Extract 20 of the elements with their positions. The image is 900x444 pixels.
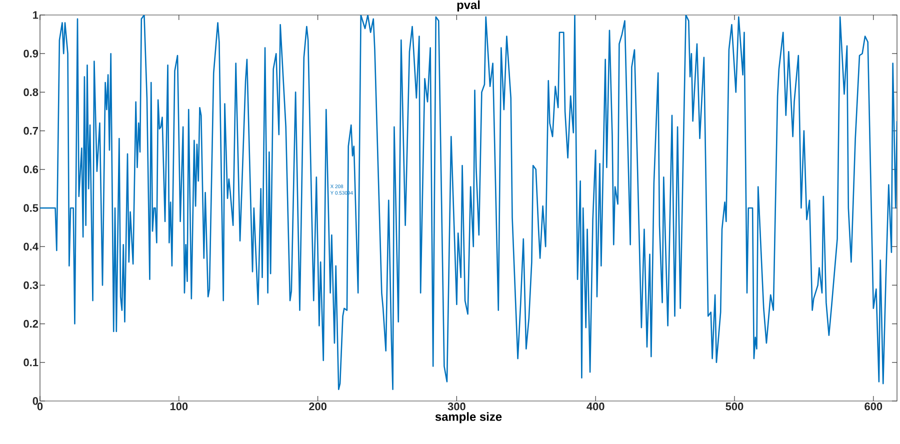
y-tick-label: 0.7 (24, 126, 38, 135)
y-tick-label: 0.3 (24, 281, 38, 290)
y-tick-label: 0.9 (24, 50, 38, 58)
x-tick-label: 200 (309, 402, 326, 410)
line-series (40, 14, 898, 390)
y-tick-label: 0.5 (24, 204, 38, 212)
chart-title: pval (457, 0, 480, 12)
y-tick-label: 0.8 (24, 88, 38, 96)
x-tick-label: 100 (170, 402, 188, 410)
y-tick-label: 1 (33, 11, 38, 19)
y-tick-label: 0.6 (24, 166, 38, 174)
y-tick-label: 0.4 (24, 242, 38, 250)
y-tick-label: 0.2 (24, 320, 38, 328)
y-tick-label: 0.1 (24, 358, 38, 366)
x-tick-label: 500 (726, 402, 744, 410)
x-tick-label: 600 (864, 402, 882, 410)
x-tick-label: 300 (448, 402, 466, 410)
y-tick-label: 0 (32, 397, 38, 405)
x-axis-title: sample size (435, 412, 502, 424)
x-tick-label: 400 (586, 402, 604, 410)
